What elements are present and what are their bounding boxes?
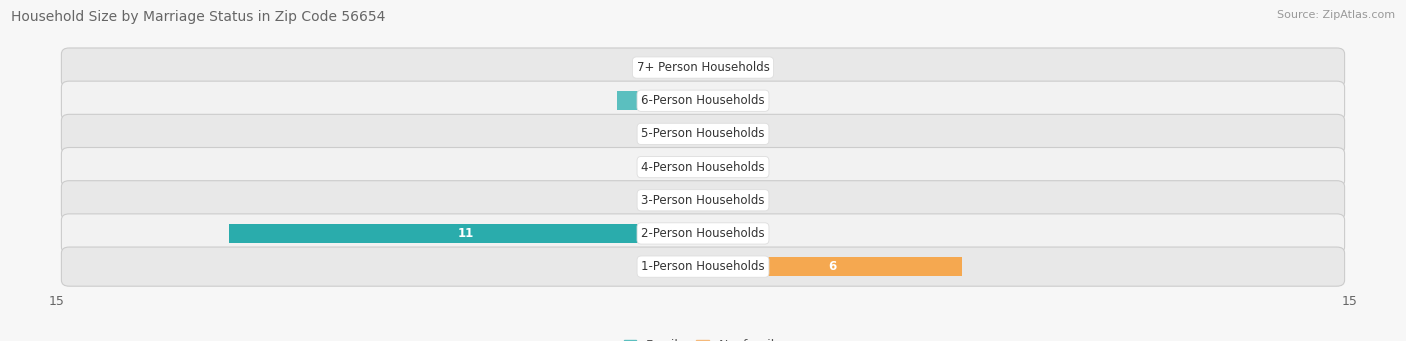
Bar bbox=[617, 91, 703, 110]
Bar bbox=[703, 91, 728, 110]
FancyBboxPatch shape bbox=[62, 81, 1344, 120]
Text: 0: 0 bbox=[659, 128, 666, 140]
Text: 0: 0 bbox=[740, 194, 747, 207]
Text: 7+ Person Households: 7+ Person Households bbox=[637, 61, 769, 74]
Legend: Family, Nonfamily: Family, Nonfamily bbox=[624, 339, 782, 341]
FancyBboxPatch shape bbox=[62, 48, 1344, 87]
Bar bbox=[703, 124, 728, 144]
Bar bbox=[703, 191, 728, 210]
FancyBboxPatch shape bbox=[62, 114, 1344, 153]
Bar bbox=[229, 224, 703, 243]
Text: 6-Person Households: 6-Person Households bbox=[641, 94, 765, 107]
FancyBboxPatch shape bbox=[62, 181, 1344, 220]
Text: 3-Person Households: 3-Person Households bbox=[641, 194, 765, 207]
Bar bbox=[678, 257, 703, 276]
Text: 1: 1 bbox=[659, 194, 666, 207]
Bar bbox=[678, 158, 703, 177]
Text: 0: 0 bbox=[659, 61, 666, 74]
Text: 1-Person Households: 1-Person Households bbox=[641, 260, 765, 273]
Text: 11: 11 bbox=[458, 227, 474, 240]
Text: Source: ZipAtlas.com: Source: ZipAtlas.com bbox=[1277, 10, 1395, 20]
Text: 0: 0 bbox=[740, 227, 747, 240]
Text: 5-Person Households: 5-Person Households bbox=[641, 128, 765, 140]
Text: 4-Person Households: 4-Person Households bbox=[641, 161, 765, 174]
Bar bbox=[703, 58, 728, 77]
Text: 0: 0 bbox=[740, 161, 747, 174]
Bar bbox=[659, 191, 703, 210]
Text: 2: 2 bbox=[659, 94, 666, 107]
Text: 0: 0 bbox=[740, 94, 747, 107]
Text: 0: 0 bbox=[740, 128, 747, 140]
Text: 0: 0 bbox=[659, 161, 666, 174]
Text: 0: 0 bbox=[659, 260, 666, 273]
Bar bbox=[678, 58, 703, 77]
FancyBboxPatch shape bbox=[62, 214, 1344, 253]
Bar bbox=[678, 124, 703, 144]
Text: 2-Person Households: 2-Person Households bbox=[641, 227, 765, 240]
Bar bbox=[703, 224, 728, 243]
Text: Household Size by Marriage Status in Zip Code 56654: Household Size by Marriage Status in Zip… bbox=[11, 10, 385, 24]
Text: 6: 6 bbox=[828, 260, 837, 273]
Bar bbox=[703, 158, 728, 177]
FancyBboxPatch shape bbox=[62, 247, 1344, 286]
Bar bbox=[703, 257, 962, 276]
FancyBboxPatch shape bbox=[62, 148, 1344, 187]
Text: 0: 0 bbox=[740, 61, 747, 74]
